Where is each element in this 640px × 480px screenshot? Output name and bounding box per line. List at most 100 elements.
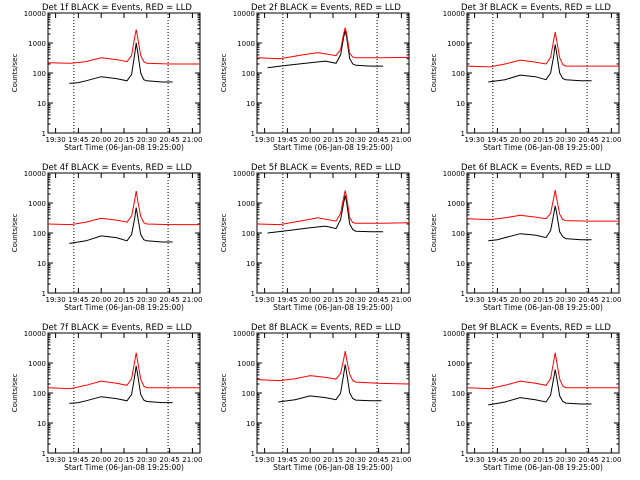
x-tick-label: 20:45 (579, 296, 599, 304)
x-axis-label: Start Time (06-Jan-08 19:25:00) (273, 463, 393, 472)
x-tick-label: 19:45 (487, 456, 507, 464)
x-tick-label: 20:30 (556, 296, 576, 304)
plot-frame (47, 172, 201, 294)
x-tick-label: 20:30 (346, 136, 366, 144)
x-axis-label: Start Time (06-Jan-08 19:25:00) (483, 463, 603, 472)
y-tick-label: 10 (246, 420, 255, 428)
x-tick-label: 20:00 (300, 136, 320, 144)
x-axis-label: Start Time (06-Jan-08 19:25:00) (483, 303, 603, 312)
y-tick-label: 10 (37, 260, 46, 268)
y-tick-label: 1 (251, 290, 255, 298)
y-tick-label: 100 (452, 230, 465, 238)
x-tick-label: 21:00 (182, 456, 202, 464)
y-tick-label: 1000 (237, 360, 255, 368)
series-line-lld (47, 29, 200, 65)
panel-title: Det 4f BLACK = Events, RED = LLD (42, 163, 192, 173)
panel-9: Det 9f BLACK = Events, RED = LLD 1 10 100 10… (430, 323, 621, 472)
x-tick-label: 21:00 (601, 456, 621, 464)
y-tick-label: 100 (33, 390, 46, 398)
x-tick-label: 19:45 (68, 296, 88, 304)
x-axis-label: Start Time (06-Jan-08 19:25:00) (273, 303, 393, 312)
plot-frame (466, 12, 620, 134)
y-tick-label: 100 (242, 70, 255, 78)
series-line-events (267, 30, 384, 69)
x-tick-label: 19:45 (277, 296, 297, 304)
x-tick-label: 20:00 (510, 296, 530, 304)
x-tick-label: 20:45 (579, 136, 599, 144)
panel-2: Det 2f BLACK = Events, RED = LLD 1 10 100 10… (220, 3, 411, 152)
x-tick-label: 21:00 (601, 296, 621, 304)
series-line-events (69, 42, 173, 84)
x-tick-label: 20:00 (91, 296, 111, 304)
plot-frame (47, 12, 201, 134)
x-tick-label: 20:30 (556, 136, 576, 144)
y-tick-label: 10 (246, 100, 255, 108)
x-tick-label: 19:30 (465, 136, 485, 144)
panel-title: Det 5f BLACK = Events, RED = LLD (251, 163, 401, 173)
y-tick-label: 100 (452, 70, 465, 78)
x-tick-label: 20:15 (323, 136, 343, 144)
y-tick-label: 10000 (443, 170, 465, 178)
x-tick-label: 19:45 (277, 456, 297, 464)
y-tick-label: 10 (456, 100, 465, 108)
plot-frame (466, 332, 620, 454)
x-tick-label: 20:15 (323, 456, 343, 464)
x-tick-label: 20:30 (137, 296, 157, 304)
x-tick-label: 20:00 (510, 456, 530, 464)
panel-8: Det 8f BLACK = Events, RED = LLD 1 10 100 10… (220, 323, 411, 472)
y-axis-label: Counts/sec (430, 374, 438, 413)
x-tick-label: 21:00 (182, 296, 202, 304)
x-tick-label: 21:00 (601, 136, 621, 144)
y-tick-label: 100 (242, 230, 255, 238)
y-tick-label: 10000 (443, 330, 465, 338)
panel-4: Det 4f BLACK = Events, RED = LLD 1 10 100 10… (11, 163, 202, 312)
series-line-lld (256, 190, 410, 226)
series-line-lld (256, 27, 410, 60)
x-tick-label: 20:30 (137, 456, 157, 464)
x-tick-label: 20:15 (114, 136, 134, 144)
y-tick-label: 1 (42, 130, 46, 138)
y-tick-label: 1 (461, 450, 465, 458)
plot-frame (256, 332, 410, 454)
y-tick-label: 1000 (28, 360, 46, 368)
x-tick-label: 20:45 (369, 136, 389, 144)
y-tick-label: 10000 (443, 10, 465, 18)
x-tick-label: 20:00 (300, 296, 320, 304)
x-tick-label: 20:45 (369, 456, 389, 464)
y-tick-label: 10000 (24, 10, 46, 18)
x-tick-label: 19:30 (255, 456, 275, 464)
x-tick-label: 20:30 (556, 456, 576, 464)
x-tick-label: 21:00 (391, 296, 411, 304)
y-tick-label: 10000 (233, 10, 255, 18)
x-tick-label: 19:45 (277, 136, 297, 144)
y-tick-label: 1000 (447, 40, 465, 48)
series-line-lld (466, 352, 619, 390)
y-tick-label: 10 (246, 260, 255, 268)
y-axis-label: Counts/sec (11, 374, 19, 413)
y-tick-label: 10 (37, 420, 46, 428)
x-tick-label: 21:00 (391, 456, 411, 464)
x-tick-label: 20:30 (137, 136, 157, 144)
series-line-events (69, 365, 173, 404)
y-axis-label: Counts/sec (430, 214, 438, 253)
panel-title: Det 2f BLACK = Events, RED = LLD (251, 3, 401, 13)
y-tick-label: 100 (33, 230, 46, 238)
x-tick-label: 20:45 (160, 136, 180, 144)
y-tick-label: 1000 (447, 360, 465, 368)
y-axis-label: Counts/sec (11, 214, 19, 253)
x-tick-label: 20:45 (160, 296, 180, 304)
x-tick-label: 20:45 (160, 456, 180, 464)
y-axis-label: Counts/sec (11, 54, 19, 93)
x-tick-label: 20:15 (114, 456, 134, 464)
x-tick-label: 20:15 (323, 296, 343, 304)
x-tick-label: 20:30 (346, 296, 366, 304)
y-tick-label: 1 (251, 130, 255, 138)
y-tick-label: 10 (456, 260, 465, 268)
panel-7: Det 7f BLACK = Events, RED = LLD 1 10 100 10… (11, 323, 202, 472)
y-tick-label: 10000 (233, 330, 255, 338)
y-tick-label: 1000 (237, 200, 255, 208)
x-tick-label: 20:00 (300, 456, 320, 464)
panel-3: Det 3f BLACK = Events, RED = LLD 1 10 100 10… (430, 3, 621, 152)
y-tick-label: 1000 (237, 40, 255, 48)
